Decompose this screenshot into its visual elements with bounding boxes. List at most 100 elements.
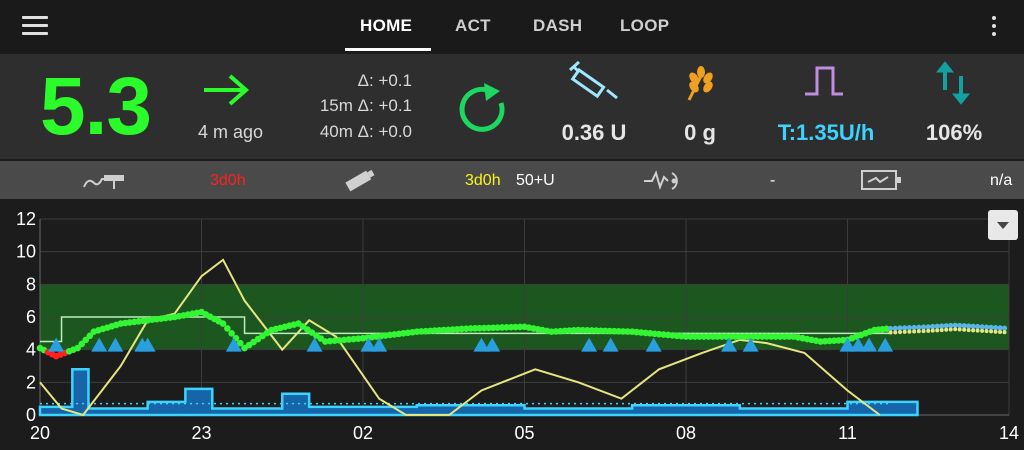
bg-reading-point <box>78 340 86 348</box>
cob-value[interactable]: 0 g <box>684 120 716 145</box>
pump-battery-icon <box>861 170 901 190</box>
prediction-point <box>911 324 917 331</box>
smb-bolus-marker <box>602 337 619 352</box>
chevron-down-icon <box>997 222 1009 229</box>
prediction-point <box>916 324 922 330</box>
prediction-point-alt <box>998 329 1003 334</box>
prediction-point-alt <box>953 327 958 332</box>
prediction-point-alt <box>907 329 912 334</box>
bg-reading-point <box>224 325 231 332</box>
smb-bolus-marker <box>91 337 108 352</box>
prediction-point <box>997 325 1003 331</box>
tab-home[interactable]: HOME <box>360 16 413 35</box>
active-tab-indicator <box>345 48 431 51</box>
prediction-point <box>902 325 908 331</box>
prediction-point <box>1001 325 1008 331</box>
prediction-point-alt <box>897 330 902 335</box>
bg-reading-point <box>74 344 81 352</box>
prediction-point <box>952 322 958 328</box>
prediction-point <box>897 325 903 331</box>
smb-bolus-marker <box>877 337 894 352</box>
prediction-point <box>934 323 940 329</box>
smb-bolus-marker <box>721 337 738 352</box>
prediction-point-alt <box>912 329 917 334</box>
prediction-point <box>920 324 927 330</box>
x-tick-label: 05 <box>514 423 534 443</box>
tab-act[interactable]: ACT <box>455 16 491 35</box>
y-tick-label: 6 <box>26 307 36 327</box>
prediction-point-alt <box>939 328 944 333</box>
prediction-point <box>957 322 963 329</box>
smb-bolus-marker <box>645 337 662 352</box>
bg-reading-point <box>326 337 334 345</box>
more-options-icon[interactable] <box>984 14 1004 38</box>
device-info-bar <box>0 161 1024 199</box>
prediction-point-alt <box>975 328 980 333</box>
x-tick-label: 14 <box>999 423 1019 443</box>
delta-40m: 40m Δ: +0.0 <box>319 122 412 141</box>
bg-reading-point <box>345 336 353 343</box>
prediction-point-alt <box>921 329 926 334</box>
prediction-point-alt <box>944 327 949 332</box>
smb-bolus-marker <box>861 337 878 352</box>
prediction-point <box>966 323 972 329</box>
sensitivity-value[interactable]: 106% <box>925 120 983 145</box>
smb-bolus-marker <box>581 337 598 352</box>
prediction-point-alt <box>993 329 998 334</box>
autosens-arrows-icon <box>935 61 971 105</box>
prediction-point-alt <box>966 328 971 333</box>
pump-battery-level[interactable]: n/a <box>990 172 1013 189</box>
prediction-point <box>906 325 913 331</box>
insulin-age[interactable]: 3d0h <box>465 172 501 189</box>
x-tick-label: 23 <box>191 423 211 443</box>
iob-value[interactable]: 0.36 U <box>561 120 627 145</box>
menu-icon[interactable] <box>22 14 48 36</box>
prediction-point-alt <box>989 329 994 334</box>
prediction-point-alt <box>902 329 907 334</box>
sensor-icon <box>644 170 678 191</box>
tab-dash[interactable]: DASH <box>533 16 583 35</box>
prediction-point <box>983 324 990 330</box>
prediction-point-alt <box>916 329 921 334</box>
y-tick-label: 2 <box>26 372 36 392</box>
x-tick-label: 20 <box>30 423 50 443</box>
chart-options-button[interactable] <box>988 210 1018 240</box>
loop-status-icon[interactable] <box>454 81 512 139</box>
cannula-age[interactable]: 3d0h <box>210 172 246 189</box>
smb-bolus-marker <box>839 337 856 352</box>
bg-reading-point <box>236 339 244 347</box>
basal-rate-value[interactable]: T:1.35U/h <box>777 120 875 145</box>
bg-reading-point <box>86 332 94 340</box>
prediction-point <box>925 324 931 330</box>
bg-reading-point <box>228 330 235 337</box>
reservoir-level[interactable]: 50+U <box>516 172 555 189</box>
smb-bolus-marker <box>48 337 65 352</box>
prediction-point-alt <box>1002 330 1007 335</box>
delta-5m: Δ: +0.1 <box>357 71 412 90</box>
prediction-point <box>930 323 936 330</box>
prediction-point <box>961 323 967 329</box>
basal-area <box>38 368 919 417</box>
delta-15m: 15m Δ: +0.1 <box>319 96 412 115</box>
prediction-point <box>892 325 898 331</box>
prediction-point-alt <box>980 328 985 333</box>
y-tick-label: 8 <box>26 274 36 294</box>
prediction-point-alt <box>926 328 931 333</box>
x-tick-label: 02 <box>353 423 373 443</box>
prediction-point-alt <box>930 328 935 333</box>
smb-bolus-marker <box>850 337 867 352</box>
tab-loop[interactable]: LOOP <box>620 16 670 35</box>
bg-value[interactable]: 5.3 <box>40 61 152 152</box>
prediction-point <box>988 324 994 330</box>
prediction-point-alt <box>957 327 962 332</box>
prediction-point <box>943 323 949 329</box>
bg-reading-point <box>354 335 362 342</box>
sensor-level[interactable]: - <box>770 172 776 189</box>
prediction-point <box>974 323 981 330</box>
smb-bolus-marker <box>360 337 377 352</box>
smb-bolus-marker <box>742 337 759 352</box>
prediction-point <box>970 323 976 329</box>
bg-reading-point <box>336 336 343 344</box>
prediction-point-alt <box>984 329 989 334</box>
